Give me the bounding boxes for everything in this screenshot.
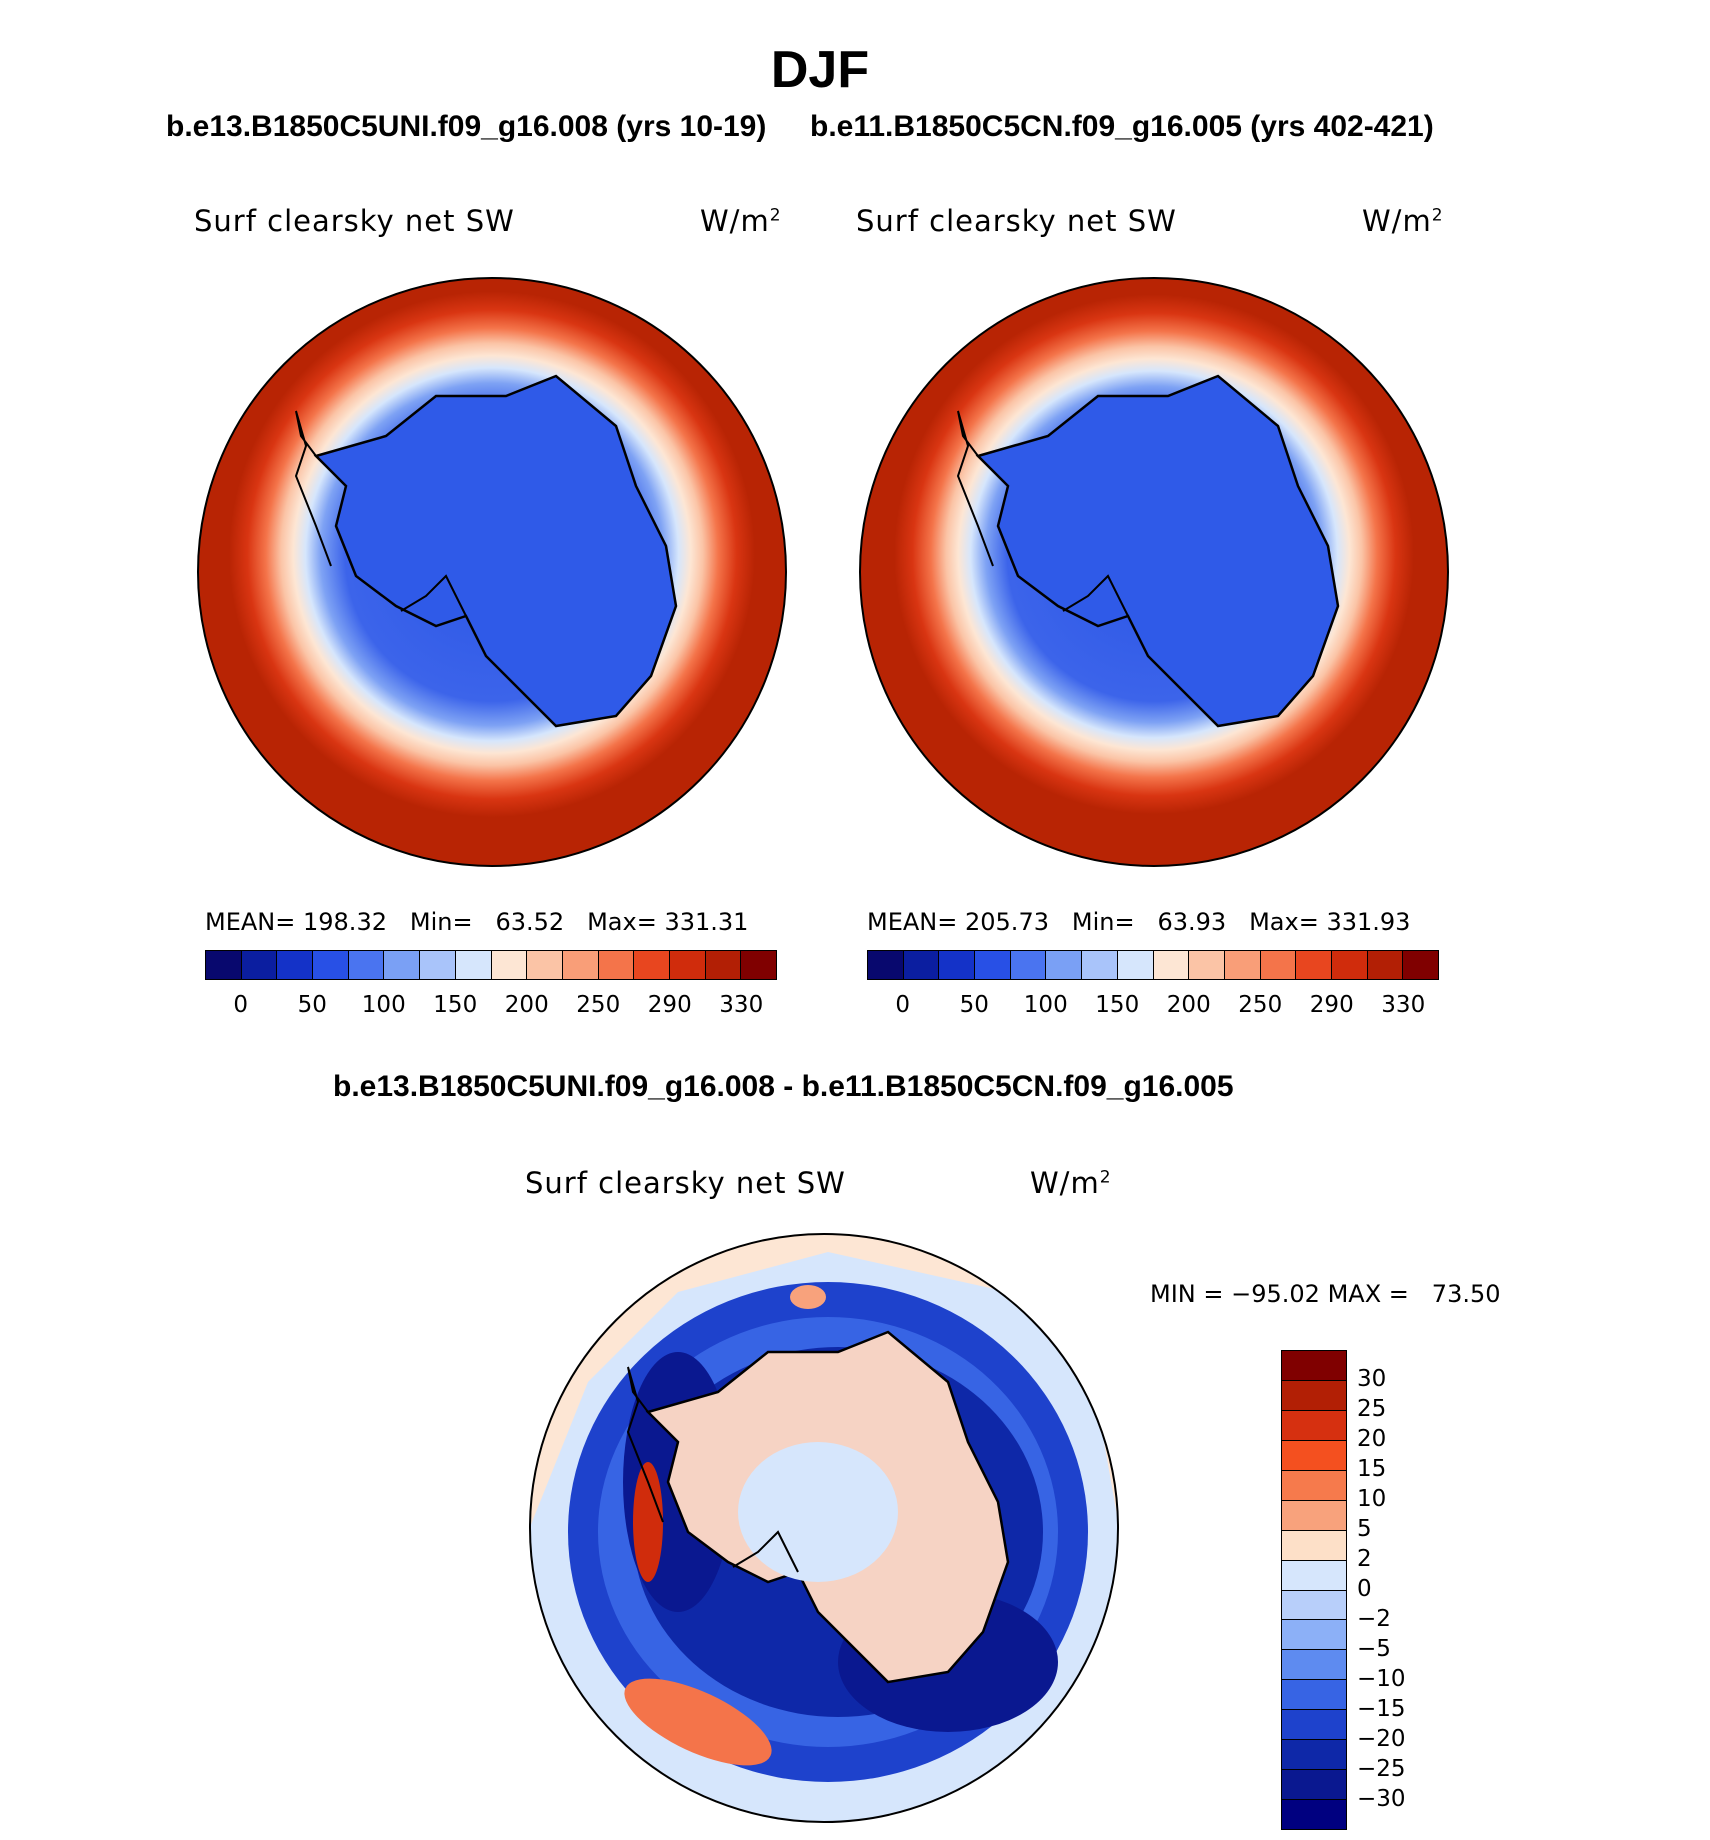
colorbar-swatch bbox=[1224, 951, 1261, 979]
diff-colorbar-swatch bbox=[1282, 1440, 1346, 1471]
diff-colorbar-swatch bbox=[1282, 1680, 1346, 1711]
colorbar-swatch bbox=[1296, 951, 1332, 979]
colorbar-swatch bbox=[1189, 951, 1225, 979]
colorbar-tick-label: 330 bbox=[1381, 992, 1426, 1018]
colorbar-tick-label: 150 bbox=[1095, 992, 1140, 1018]
colorbar-tick-label: 250 bbox=[1238, 992, 1283, 1018]
diff-colorbar-swatch bbox=[1282, 1380, 1346, 1411]
diff-colorbar-tick-label: −5 bbox=[1357, 1636, 1391, 1662]
panel1-colorbar bbox=[205, 950, 777, 980]
diff-colorbar-tick-label: 25 bbox=[1357, 1396, 1387, 1422]
panel2-units: W/m2 bbox=[1362, 204, 1444, 238]
panel2-case-title: b.e11.B1850C5CN.f09_g16.005 (yrs 402-421… bbox=[810, 110, 1434, 143]
diff-units: W/m2 bbox=[1030, 1166, 1112, 1200]
diff-colorbar-tick-label: 30 bbox=[1357, 1366, 1387, 1392]
colorbar-swatch bbox=[1046, 951, 1083, 979]
diff-colorbar-swatch bbox=[1282, 1770, 1346, 1801]
colorbar-swatch bbox=[1117, 951, 1154, 979]
diff-colorbar-tick-label: 10 bbox=[1357, 1486, 1387, 1512]
colorbar-swatch bbox=[455, 951, 492, 979]
panel1-case-title: b.e13.B1850C5UNI.f09_g16.008 (yrs 10-19) bbox=[166, 110, 767, 143]
colorbar-swatch bbox=[741, 951, 776, 979]
colorbar-swatch bbox=[527, 951, 563, 979]
colorbar-tick-label: 0 bbox=[895, 992, 911, 1018]
diff-colorbar-swatch bbox=[1282, 1500, 1346, 1531]
colorbar-tick-label: 200 bbox=[1166, 992, 1211, 1018]
colorbar-tick-label: 150 bbox=[433, 992, 478, 1018]
diff-title: b.e13.B1850C5UNI.f09_g16.008 - b.e11.B18… bbox=[333, 1070, 1234, 1103]
colorbar-swatch bbox=[1082, 951, 1118, 979]
colorbar-tick-label: 250 bbox=[576, 992, 621, 1018]
colorbar-swatch bbox=[491, 951, 528, 979]
colorbar-swatch bbox=[420, 951, 456, 979]
panel1-units: W/m2 bbox=[700, 204, 782, 238]
colorbar-swatch bbox=[598, 951, 635, 979]
colorbar-tick-label: 290 bbox=[1309, 992, 1354, 1018]
colorbar-swatch bbox=[241, 951, 278, 979]
colorbar-swatch bbox=[348, 951, 385, 979]
colorbar-swatch bbox=[634, 951, 670, 979]
colorbar-swatch bbox=[868, 951, 904, 979]
colorbar-swatch bbox=[903, 951, 940, 979]
colorbar-swatch bbox=[1260, 951, 1297, 979]
diff-colorbar-swatch bbox=[1282, 1650, 1346, 1681]
diff-colorbar-tick-label: −25 bbox=[1357, 1756, 1406, 1782]
diff-colorbar-swatch bbox=[1282, 1560, 1346, 1591]
diff-colorbar-tick-label: 0 bbox=[1357, 1576, 1372, 1602]
panel2-variable-label: Surf clearsky net SW bbox=[856, 204, 1177, 238]
diff-colorbar-tick-label: 2 bbox=[1357, 1546, 1372, 1572]
panel1-variable-label: Surf clearsky net SW bbox=[194, 204, 515, 238]
diff-colorbar-tick-label: −20 bbox=[1357, 1726, 1406, 1752]
diff-colorbar-swatch bbox=[1282, 1530, 1346, 1561]
diff-colorbar-swatch bbox=[1282, 1590, 1346, 1621]
diff-colorbar-tick-label: 5 bbox=[1357, 1516, 1372, 1542]
colorbar-swatch bbox=[562, 951, 599, 979]
colorbar-swatch bbox=[313, 951, 349, 979]
colorbar-tick-label: 0 bbox=[233, 992, 249, 1018]
diff-colorbar-tick-label: 15 bbox=[1357, 1456, 1387, 1482]
diff-colorbar-tick-label: −2 bbox=[1357, 1606, 1391, 1632]
panel1-stats: MEAN= 198.32 Min= 63.52 Max= 331.31 bbox=[205, 908, 749, 936]
diff-map bbox=[529, 1233, 1119, 1823]
colorbar-swatch bbox=[277, 951, 314, 979]
diff-colorbar-tick-label: 20 bbox=[1357, 1426, 1387, 1452]
diff-colorbar-swatch bbox=[1282, 1800, 1346, 1829]
panel2-map bbox=[859, 277, 1449, 867]
diff-colorbar-tick-label: −15 bbox=[1357, 1696, 1406, 1722]
panel1-map bbox=[197, 277, 787, 867]
diff-colorbar-tick-label: −10 bbox=[1357, 1666, 1406, 1692]
colorbar-swatch bbox=[1010, 951, 1047, 979]
diff-colorbar-swatch bbox=[1282, 1470, 1346, 1501]
diff-colorbar-tick-label: −30 bbox=[1357, 1786, 1406, 1812]
colorbar-swatch bbox=[975, 951, 1011, 979]
diff-variable-label: Surf clearsky net SW bbox=[525, 1166, 846, 1200]
colorbar-swatch bbox=[1367, 951, 1404, 979]
colorbar-swatch bbox=[669, 951, 706, 979]
diff-colorbar-swatch bbox=[1282, 1740, 1346, 1771]
panel2-colorbar bbox=[867, 950, 1439, 980]
colorbar-swatch bbox=[1153, 951, 1190, 979]
colorbar-swatch bbox=[705, 951, 742, 979]
colorbar-tick-label: 100 bbox=[1023, 992, 1068, 1018]
colorbar-tick-label: 200 bbox=[504, 992, 549, 1018]
diff-colorbar-swatch bbox=[1282, 1620, 1346, 1651]
colorbar-tick-label: 100 bbox=[361, 992, 406, 1018]
colorbar-swatch bbox=[384, 951, 421, 979]
diff-colorbar bbox=[1281, 1350, 1347, 1830]
diff-stats: MIN = −95.02 MAX = 73.50 bbox=[1150, 1280, 1501, 1308]
colorbar-swatch bbox=[1403, 951, 1438, 979]
diff-colorbar-swatch bbox=[1282, 1351, 1346, 1381]
colorbar-swatch bbox=[1331, 951, 1368, 979]
colorbar-tick-label: 50 bbox=[959, 992, 989, 1018]
diff-colorbar-swatch bbox=[1282, 1710, 1346, 1741]
figure-title: DJF bbox=[770, 41, 870, 99]
colorbar-tick-label: 50 bbox=[297, 992, 327, 1018]
diff-colorbar-swatch bbox=[1282, 1410, 1346, 1441]
colorbar-swatch bbox=[939, 951, 976, 979]
colorbar-swatch bbox=[206, 951, 242, 979]
colorbar-tick-label: 330 bbox=[719, 992, 764, 1018]
panel2-stats: MEAN= 205.73 Min= 63.93 Max= 331.93 bbox=[867, 908, 1411, 936]
colorbar-tick-label: 290 bbox=[647, 992, 692, 1018]
